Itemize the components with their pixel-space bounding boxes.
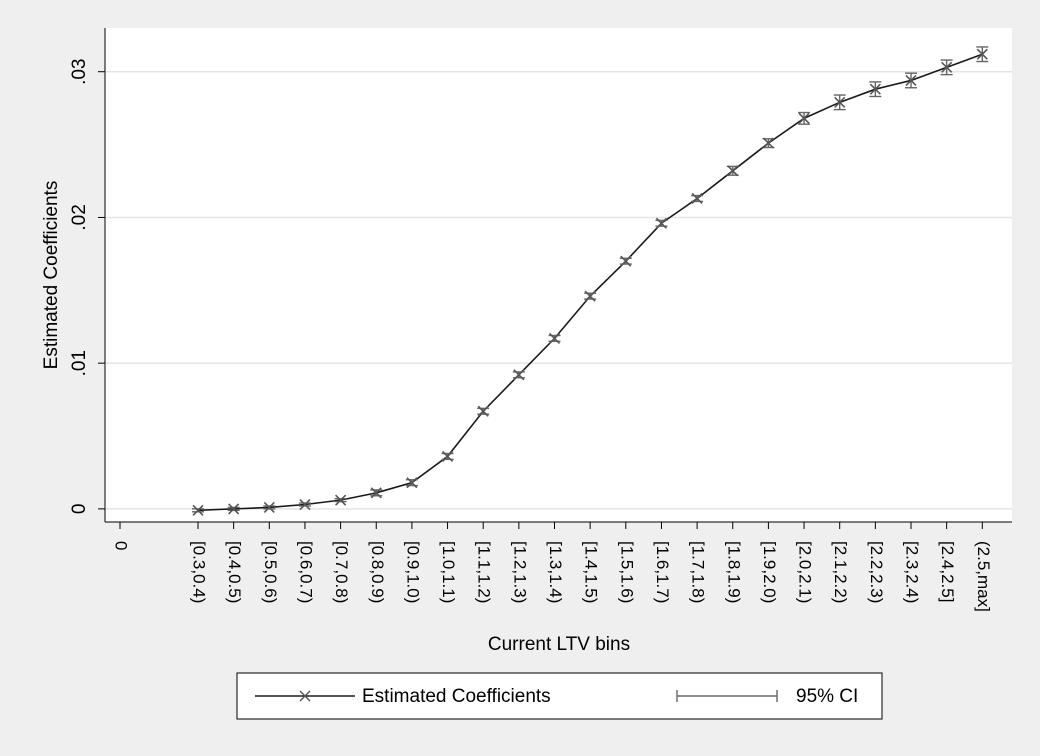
x-tick-label: [1.8,1.9) — [724, 541, 743, 603]
y-tick-label: 0 — [69, 504, 90, 515]
x-tick-label: [1.2,1.3) — [510, 541, 529, 603]
marker — [513, 369, 525, 381]
x-tick-label: [0.7,0.8) — [332, 541, 351, 603]
x-tick-label: [2.0,2.1) — [796, 541, 815, 603]
x-tick-label: [2.2,2.3) — [867, 541, 886, 603]
x-tick-label: [0.8,0.9) — [368, 541, 387, 603]
x-tick-label: (2.5,max] — [974, 541, 993, 612]
x-tick-label: [1.7,1.8) — [689, 541, 708, 603]
x-tick-label: [0.3,0.4) — [190, 541, 209, 603]
marker — [620, 255, 632, 267]
marker — [441, 450, 454, 462]
x-tick-label: [2.3,2.4) — [903, 541, 922, 603]
marker — [976, 48, 988, 60]
marker — [727, 165, 739, 177]
x-tick-label: [2.4,2.5] — [938, 541, 957, 602]
y-tick-label: .02 — [69, 204, 90, 230]
y-tick-label: .03 — [69, 59, 90, 85]
marker — [228, 503, 240, 515]
marker — [299, 498, 311, 511]
legend-label: 95% CI — [796, 686, 858, 707]
marker — [192, 504, 204, 516]
x-tick-label: [0.5,0.6) — [261, 541, 280, 603]
x-tick-label: [1.1,1.2) — [475, 541, 494, 603]
marker — [762, 137, 774, 149]
y-axis-title: Estimated Coefficients — [41, 181, 62, 370]
marker — [406, 477, 418, 489]
x-tick-label: [1.3,1.4) — [546, 541, 565, 603]
marker — [941, 61, 953, 73]
marker — [869, 83, 881, 95]
x-tick-label: 0 — [112, 541, 131, 550]
x-tick-label: [2.1,2.2) — [831, 541, 850, 603]
marker — [691, 192, 703, 205]
marker — [584, 290, 596, 302]
x-axis-title: Current LTV bins — [488, 634, 630, 655]
plot-area — [105, 28, 1012, 522]
marker — [655, 217, 668, 229]
x-tick-label: [0.4,0.5) — [225, 541, 244, 603]
x-tick-label: [1.6,1.7) — [653, 541, 672, 603]
x-tick-label: [1.5,1.6) — [617, 541, 636, 603]
marker — [335, 494, 347, 506]
x-tick-label: [1.0,1.1) — [439, 541, 458, 603]
legend-label: Estimated Coefficients — [362, 686, 551, 707]
x-tick-label: [0.6,0.7) — [296, 541, 315, 603]
marker — [798, 112, 810, 124]
marker — [477, 405, 489, 417]
y-tick-label: .01 — [69, 350, 90, 376]
x-tick-label: [1.9,2.0) — [760, 541, 779, 603]
marker — [370, 487, 382, 499]
marker — [905, 74, 917, 87]
marker — [548, 332, 561, 344]
marker — [834, 96, 846, 108]
marker — [263, 501, 275, 513]
x-tick-label: [1.4,1.5) — [582, 541, 601, 603]
x-tick-label: [0.9,1.0) — [403, 541, 422, 603]
legend-marker — [299, 690, 311, 702]
